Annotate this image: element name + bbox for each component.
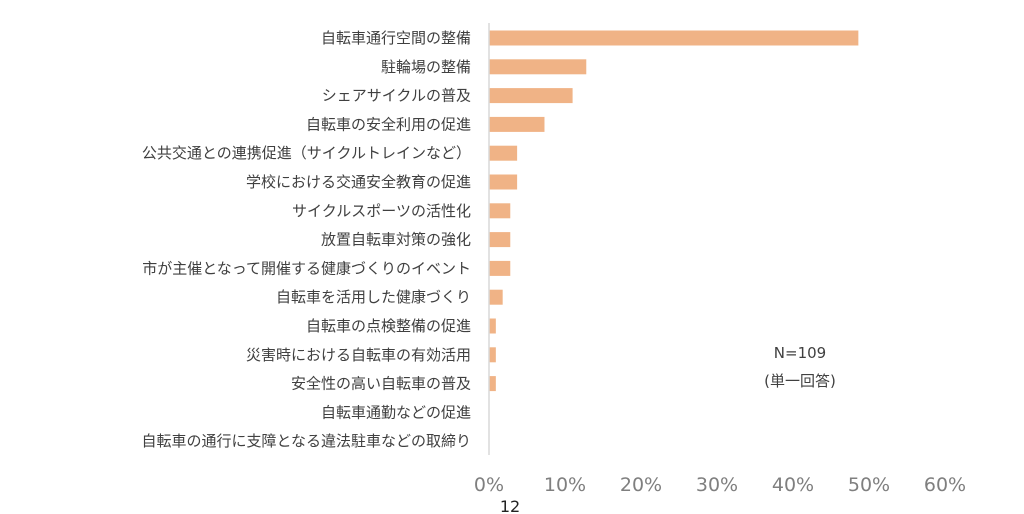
category-labels: 自転車通行空間の整備駐輪場の整備シェアサイクルの普及自転車の安全利用の促進公共交… [141,29,471,450]
category-label: 自転車の安全利用の促進 [306,115,471,133]
category-label: 駐輪場の整備 [381,58,471,76]
category-label: シェアサイクルの普及 [322,87,471,105]
category-label: 市が主催となって開催する健康づくりのイベント [142,259,471,277]
bar [489,318,496,334]
bar [489,174,518,190]
page-number: 12 [500,497,520,514]
bar [489,203,511,219]
category-label: 自転車通行空間の整備 [321,29,471,47]
bar [489,289,503,305]
category-label: 災害時における自転車の有効活用 [246,346,471,364]
category-label: 自転車の通行に支障となる違法駐車などの取締り [141,432,471,450]
category-label: 自転車の点検整備の促進 [306,317,471,335]
answer-type-note: (単一回答) [764,372,836,390]
category-label: 自転車通勤などの促進 [321,403,471,421]
x-tick-label: 10% [544,474,586,496]
category-label: 公共交通との連携促進（サイクルトレインなど） [142,144,471,162]
x-tick-labels: 0% 10% 20% 30% 40% 50% 60% [474,474,966,496]
category-label: 自転車を活用した健康づくり [276,288,471,306]
x-tick-label: 30% [696,474,738,496]
bar [489,347,496,363]
bar [489,88,573,104]
bar [489,232,511,248]
category-label: 安全性の高い自転車の普及 [291,375,471,393]
category-label: 学校における交通安全教育の促進 [246,173,471,191]
bar [489,59,587,75]
bar [489,145,518,161]
x-tick-label: 50% [848,474,890,496]
bar [489,376,496,392]
bar [489,116,545,132]
x-tick-label: 60% [924,474,966,496]
category-label: 放置自転車対策の強化 [321,231,471,249]
bar [489,260,511,276]
bar [489,30,859,46]
x-tick-label: 0% [474,474,504,496]
bars [489,30,859,392]
sample-size-note: N=109 [774,344,826,362]
x-tick-label: 20% [620,474,662,496]
category-label: サイクルスポーツの活性化 [292,202,471,220]
x-tick-label: 40% [772,474,814,496]
